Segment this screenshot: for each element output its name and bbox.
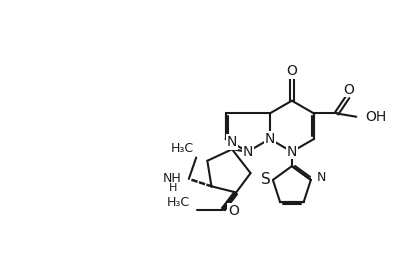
Text: N: N: [242, 145, 253, 159]
Text: OH: OH: [365, 110, 387, 124]
Text: N: N: [265, 132, 275, 146]
Text: N: N: [317, 171, 326, 183]
Text: NH: NH: [163, 172, 181, 185]
Text: S: S: [261, 173, 271, 188]
Text: H₃C: H₃C: [171, 142, 194, 155]
Text: O: O: [286, 64, 297, 78]
Text: H: H: [169, 183, 178, 193]
Text: N: N: [227, 135, 237, 149]
Text: O: O: [343, 83, 354, 97]
Text: H₃C: H₃C: [167, 196, 190, 209]
Text: N: N: [287, 145, 297, 159]
Text: O: O: [228, 204, 239, 218]
